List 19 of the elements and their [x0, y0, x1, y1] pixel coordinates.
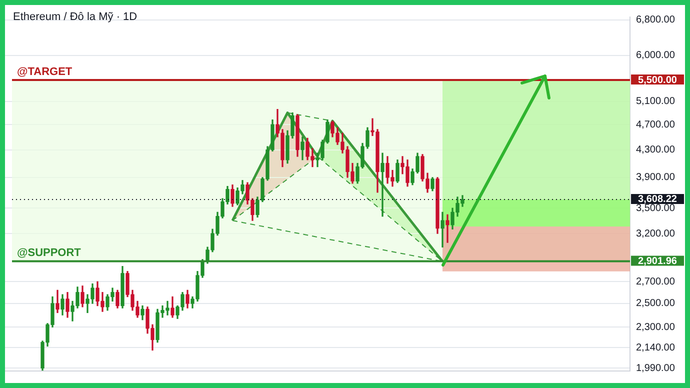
ref-line-label: 2,901.96 — [638, 256, 678, 267]
ref-line-label: 5,500.00 — [638, 74, 678, 86]
y-tick-label: 4,300.00 — [636, 144, 676, 156]
y-tick-label: 5,100.00 — [636, 96, 676, 108]
y-tick-label: 6,000.00 — [636, 50, 676, 62]
y-tick-label: 2,700.00 — [636, 276, 676, 288]
y-tick-label: 4,700.00 — [636, 119, 676, 130]
y-tick-label: 1,990.00 — [636, 362, 676, 374]
y-tick-label: 2,500.00 — [636, 298, 676, 310]
ref-line-label: 3,608.22 — [638, 194, 678, 206]
annotation: @SUPPORT — [17, 247, 82, 260]
y-tick-label: 3,900.00 — [636, 172, 676, 184]
y-tick-label: 6,800.00 — [636, 14, 676, 26]
y-tick-label: 2,300.00 — [636, 322, 676, 333]
y-tick-label: 3,200.00 — [636, 228, 676, 240]
y-tick-label: 3,500.00 — [636, 202, 676, 214]
annotation: @TARGET — [17, 66, 72, 78]
chart-title: Ethereum / Đô la Mỹ · 1D — [13, 11, 138, 23]
y-tick-label: 2,140.00 — [636, 342, 676, 354]
